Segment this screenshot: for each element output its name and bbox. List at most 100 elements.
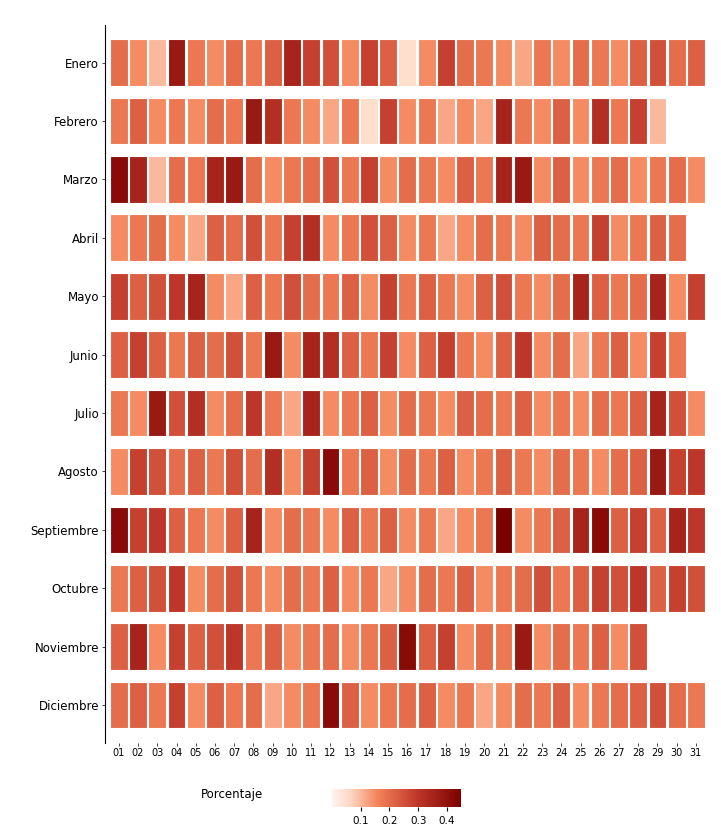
Bar [302, 565, 320, 612]
Bar [244, 623, 262, 670]
Bar [687, 273, 705, 320]
Bar [302, 273, 320, 320]
Bar [572, 389, 589, 436]
Bar [360, 331, 378, 378]
Bar [649, 448, 666, 495]
Bar [264, 331, 282, 378]
Bar [226, 682, 243, 728]
Bar [283, 565, 301, 612]
Bar [572, 682, 589, 728]
Bar [417, 623, 435, 670]
Bar [417, 156, 435, 203]
Bar [668, 389, 686, 436]
Bar [610, 565, 628, 612]
Bar [533, 389, 551, 436]
Bar [283, 273, 301, 320]
Bar [341, 682, 358, 728]
Bar [514, 565, 531, 612]
Bar [552, 565, 570, 612]
Bar [129, 215, 147, 261]
Bar [360, 273, 378, 320]
Bar [590, 448, 609, 495]
Bar [687, 156, 705, 203]
Bar [572, 565, 589, 612]
Bar [437, 565, 455, 612]
Bar [610, 273, 628, 320]
Bar [283, 331, 301, 378]
Bar [322, 331, 340, 378]
Bar [495, 448, 513, 495]
Bar [552, 448, 570, 495]
Bar [322, 565, 340, 612]
Bar [302, 389, 320, 436]
Bar [687, 39, 705, 86]
Bar [610, 623, 628, 670]
Bar [264, 682, 282, 728]
Bar [110, 389, 128, 436]
Bar [456, 97, 474, 144]
Bar [302, 156, 320, 203]
Bar [572, 623, 589, 670]
Bar [610, 156, 628, 203]
Bar [552, 682, 570, 728]
Bar [302, 97, 320, 144]
Bar [590, 389, 609, 436]
Bar [649, 565, 666, 612]
Bar [264, 623, 282, 670]
Bar [379, 39, 397, 86]
Bar [399, 507, 416, 553]
Bar [399, 156, 416, 203]
Bar [629, 273, 647, 320]
Bar [668, 331, 686, 378]
Bar [187, 448, 205, 495]
Bar [437, 682, 455, 728]
Bar [417, 97, 435, 144]
Bar [552, 156, 570, 203]
Bar [341, 448, 358, 495]
Bar [322, 39, 340, 86]
Bar [187, 156, 205, 203]
Bar [649, 682, 666, 728]
Bar [187, 273, 205, 320]
Bar [226, 39, 243, 86]
Bar [590, 97, 609, 144]
Bar [379, 389, 397, 436]
Bar [399, 215, 416, 261]
Bar [590, 215, 609, 261]
Bar [495, 389, 513, 436]
Bar [417, 331, 435, 378]
Bar [379, 448, 397, 495]
Bar [206, 97, 224, 144]
Bar [360, 156, 378, 203]
Bar [533, 565, 551, 612]
Bar [264, 215, 282, 261]
Bar [475, 215, 493, 261]
Bar [399, 682, 416, 728]
Bar [167, 623, 185, 670]
Bar [167, 273, 185, 320]
Bar [572, 39, 589, 86]
Bar [379, 507, 397, 553]
Bar [495, 97, 513, 144]
Bar [629, 682, 647, 728]
Bar [552, 215, 570, 261]
Bar [495, 215, 513, 261]
Bar [649, 156, 666, 203]
Bar [514, 682, 531, 728]
Bar [456, 623, 474, 670]
Bar [226, 156, 243, 203]
Bar [244, 156, 262, 203]
Bar [417, 215, 435, 261]
Bar [149, 389, 166, 436]
Bar [187, 623, 205, 670]
Bar [456, 156, 474, 203]
Bar [495, 156, 513, 203]
Bar [514, 507, 531, 553]
Bar [226, 565, 243, 612]
Bar [399, 39, 416, 86]
Bar [437, 215, 455, 261]
Bar [610, 448, 628, 495]
Bar [206, 331, 224, 378]
Bar [226, 331, 243, 378]
Bar [283, 682, 301, 728]
